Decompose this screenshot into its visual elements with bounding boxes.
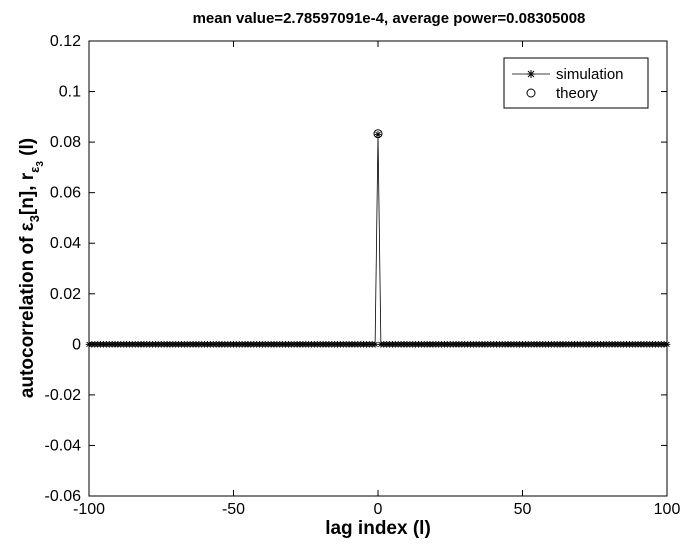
y-axis-label: autocorrelation of ε3[n], rε3 (l) (17, 138, 46, 398)
simulation-point (663, 341, 671, 348)
legend-theory-marker (526, 88, 536, 98)
legend-simulation-label: simulation (556, 66, 624, 83)
y-tick-label: 0.1 (59, 84, 81, 101)
x-axis-label: lag index (l) (325, 518, 431, 539)
simulation-point (374, 131, 382, 138)
y-tick-label: 0.08 (50, 134, 81, 151)
chart-title: mean value=2.78597091e-4, average power=… (193, 10, 586, 27)
y-tick-label: -0.04 (45, 437, 82, 454)
simulation-point (371, 341, 379, 348)
series-layer (85, 129, 671, 348)
y-axis-label-epsilon: ε (17, 222, 38, 231)
y-tick-label: 0.12 (50, 33, 81, 50)
y-axis-label-sub-epsilon: ε (27, 167, 42, 173)
y-axis-label-mid: [n], r (17, 172, 38, 215)
y-axis-label-sub3: 3 (27, 215, 42, 222)
y-tick-label: 0.04 (50, 235, 81, 252)
theory-point (373, 129, 383, 139)
x-tick-label: 100 (654, 501, 681, 518)
x-tick-label: -50 (222, 501, 245, 518)
simulation-markers (85, 131, 671, 348)
legend-box (503, 57, 649, 109)
y-tick-label: 0.06 (50, 185, 81, 202)
x-tick-labels: -100 -50 0 50 100 (73, 501, 680, 518)
axis-ticks (88, 40, 668, 497)
legend: simulation theory (503, 57, 649, 109)
y-tick-label: -0.02 (45, 387, 82, 404)
legend-simulation-marker (527, 70, 535, 78)
y-tick-labels: -0.06 -0.04 -0.02 0 0.02 0.04 0.06 0.08 0.1 0.12 (45, 33, 82, 505)
y-axis-label-sub-sub3: 3 (35, 161, 46, 167)
y-tick-label: -0.06 (45, 488, 82, 505)
x-tick-label: 0 (374, 501, 383, 518)
legend-theory-label: theory (556, 85, 598, 102)
y-axis-label-suffix: (l) (17, 138, 38, 161)
x-tick-label: -100 (73, 501, 105, 518)
y-tick-label: 0 (72, 336, 81, 353)
x-tick-label: 50 (514, 501, 532, 518)
y-axis-label-prefix: autocorrelation of (17, 231, 38, 398)
plot-area-frame (88, 40, 668, 497)
y-tick-label: 0.02 (50, 286, 81, 303)
